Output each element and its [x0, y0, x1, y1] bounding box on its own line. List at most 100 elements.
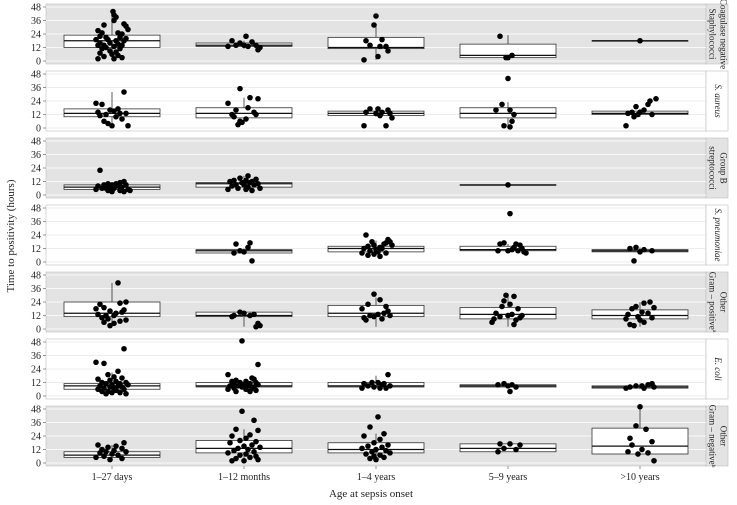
data-point	[649, 247, 655, 254]
data-point	[115, 368, 121, 375]
data-point	[501, 298, 507, 304]
data-point	[121, 345, 127, 352]
data-point	[515, 247, 521, 254]
data-point	[361, 245, 367, 252]
data-point	[625, 110, 631, 117]
data-point	[505, 247, 511, 254]
data-point	[255, 95, 261, 102]
data-point	[625, 311, 631, 318]
y-axis-title: Time to positivity (hours)	[5, 179, 17, 292]
data-point	[249, 442, 255, 448]
data-point	[505, 54, 511, 61]
data-point	[371, 313, 377, 320]
data-point	[383, 250, 389, 256]
data-point	[507, 107, 513, 113]
y-tick-label: 48	[31, 405, 41, 416]
data-point	[111, 43, 117, 50]
data-point	[371, 439, 377, 446]
data-point	[375, 53, 381, 60]
data-point	[123, 110, 129, 117]
data-point	[227, 178, 233, 185]
data-point	[377, 436, 383, 443]
data-point	[255, 46, 261, 53]
data-point	[237, 85, 243, 92]
data-point	[499, 101, 505, 108]
data-point	[371, 251, 377, 257]
data-point	[511, 321, 517, 328]
y-tick-label: 48	[31, 70, 41, 81]
data-point	[95, 376, 101, 382]
data-point	[231, 447, 237, 454]
strip-label: S. pneumoniae	[713, 209, 723, 262]
data-point	[375, 414, 381, 420]
data-point	[111, 55, 117, 62]
data-point	[245, 244, 251, 251]
data-point	[97, 167, 103, 174]
y-tick-label: 0	[36, 459, 41, 470]
data-point	[103, 111, 109, 118]
data-point	[119, 455, 125, 462]
data-point	[649, 314, 655, 321]
data-point	[649, 111, 655, 118]
strip-label: S. aureus	[713, 84, 723, 118]
data-point	[359, 305, 365, 312]
data-point	[627, 435, 633, 442]
data-point	[507, 441, 513, 447]
data-point	[109, 451, 115, 457]
data-point	[99, 314, 105, 321]
data-point	[93, 36, 99, 43]
data-point	[383, 303, 389, 310]
data-point	[125, 381, 131, 388]
x-axis-title: Age at sepsis onset	[329, 488, 413, 500]
data-point	[109, 389, 115, 396]
data-point	[385, 48, 391, 54]
data-point	[389, 115, 395, 121]
data-point	[243, 186, 249, 193]
data-point	[505, 182, 511, 188]
y-tick-label: 0	[36, 392, 41, 403]
data-point	[363, 109, 369, 116]
data-point	[385, 442, 391, 448]
data-point	[117, 318, 123, 324]
data-point	[523, 250, 529, 256]
data-point	[101, 22, 107, 28]
x-axis: 1–27 days 1–12 months 1–4 years 5–9 years >1…	[92, 466, 660, 483]
data-point	[123, 317, 129, 323]
data-point	[121, 89, 127, 95]
data-point	[93, 454, 99, 461]
y-tick-label: 0	[36, 325, 41, 336]
data-point	[117, 34, 123, 41]
data-point	[231, 113, 237, 120]
data-point	[243, 451, 249, 457]
data-point	[117, 110, 123, 117]
data-point	[359, 250, 365, 256]
data-point	[637, 403, 643, 410]
data-point	[651, 457, 657, 464]
data-point	[95, 311, 101, 318]
data-point	[119, 375, 125, 381]
y-tick-label: 48	[31, 3, 41, 14]
data-point	[509, 118, 515, 125]
strip-label: streptococci	[707, 146, 717, 190]
data-point	[641, 300, 647, 306]
data-point	[645, 381, 651, 388]
data-point	[377, 43, 383, 50]
data-point	[623, 385, 629, 391]
data-point	[361, 122, 367, 129]
data-point	[253, 387, 259, 394]
data-point	[107, 322, 113, 329]
data-point	[251, 182, 257, 188]
data-point	[367, 455, 373, 462]
data-point	[367, 42, 373, 49]
data-point	[495, 448, 501, 455]
data-point	[497, 33, 503, 40]
data-point	[249, 258, 255, 264]
data-point	[125, 26, 131, 33]
data-point	[649, 438, 655, 445]
y-tick-label: 12	[31, 244, 41, 255]
data-point	[377, 385, 383, 391]
data-point	[111, 108, 117, 114]
data-point	[239, 408, 245, 415]
data-point	[373, 13, 379, 19]
